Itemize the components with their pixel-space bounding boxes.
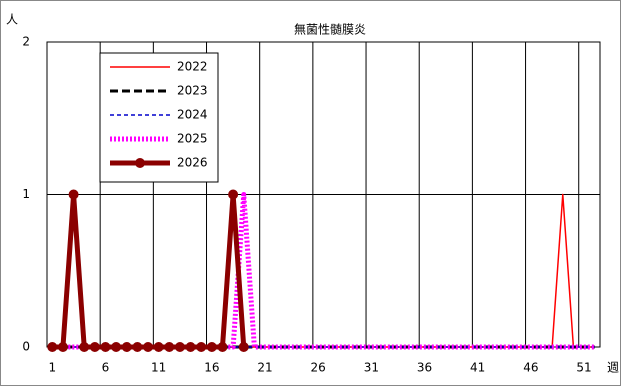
series-marker: [228, 189, 239, 200]
y-axis-label: 人: [6, 13, 18, 27]
series-marker: [217, 342, 228, 352]
series-marker: [47, 342, 58, 352]
y-tick-label: 2: [22, 35, 30, 49]
series-marker: [196, 342, 207, 352]
legend-marker: [135, 158, 145, 168]
series-marker: [132, 342, 143, 352]
x-tick-label: 26: [311, 361, 326, 375]
legend-label: 2022: [177, 60, 208, 74]
series-marker: [153, 342, 164, 352]
series-marker: [164, 342, 175, 352]
y-tick-label: 0: [22, 340, 30, 354]
series-marker: [121, 342, 132, 352]
series-marker: [206, 342, 217, 352]
series-marker: [89, 342, 100, 352]
legend-label: 2026: [177, 156, 208, 170]
x-tick-label: 16: [204, 361, 219, 375]
x-tick-label: 36: [417, 361, 432, 375]
series-marker: [68, 189, 79, 200]
x-tick-label: 41: [470, 361, 485, 375]
x-tick-label: 21: [257, 361, 272, 375]
x-tick-label: 46: [523, 361, 538, 375]
series-marker: [57, 342, 68, 352]
legend-label: 2024: [177, 108, 208, 122]
legend-label: 2025: [177, 132, 208, 146]
series-marker: [100, 342, 111, 352]
x-tick-label: 51: [576, 361, 591, 375]
series-marker: [174, 342, 185, 352]
series-line: [52, 192, 595, 350]
series-marker: [143, 342, 154, 352]
chart-title: 無菌性髄膜炎: [294, 22, 366, 37]
series-marker: [79, 342, 90, 352]
x-tick-label: 31: [364, 361, 379, 375]
x-tick-label: 6: [102, 361, 110, 375]
series-marker: [185, 342, 196, 352]
x-axis-label: 週: [607, 361, 619, 375]
x-tick-label: 1: [48, 361, 56, 375]
y-tick-label: 1: [22, 187, 30, 201]
series-marker: [111, 342, 122, 352]
legend-label: 2023: [177, 84, 208, 98]
series-marker: [238, 342, 249, 352]
x-tick-label: 11: [151, 361, 166, 375]
